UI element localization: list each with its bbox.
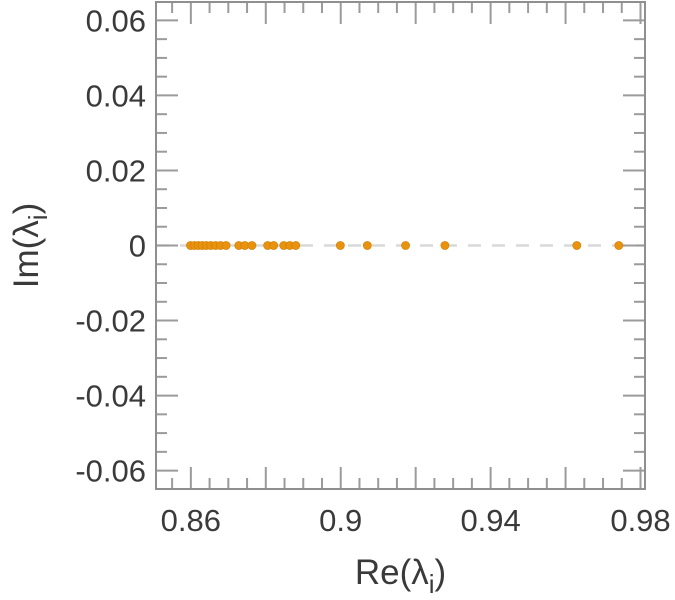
- data-point: [614, 241, 624, 250]
- y-tick-label: 0.04: [86, 78, 146, 113]
- data-point: [572, 241, 582, 250]
- y-tick-label: 0: [129, 229, 146, 264]
- y-tick-label: 0.02: [86, 153, 146, 188]
- data-point: [269, 241, 279, 250]
- data-point: [335, 241, 345, 250]
- data-point: [401, 241, 410, 250]
- y-tick-label: 0.06: [86, 3, 146, 38]
- y-tick-label: -0.04: [75, 379, 146, 414]
- x-tick-label: 0.98: [610, 503, 670, 538]
- x-axis-label: Re(λi): [355, 553, 446, 599]
- data-point: [362, 241, 372, 250]
- y-axis-label: Im(λi): [7, 203, 53, 288]
- data-point: [291, 241, 301, 250]
- y-tick-label: -0.06: [75, 454, 146, 489]
- data-point: [221, 241, 231, 250]
- x-tick-label: 0.94: [460, 503, 520, 538]
- plot-frame: [155, 1, 646, 490]
- y-tick-label: -0.02: [75, 304, 146, 339]
- x-tick-label: 0.9: [319, 503, 362, 538]
- x-tick-label: 0.86: [161, 503, 221, 538]
- data-point: [440, 241, 450, 250]
- data-point: [247, 241, 257, 250]
